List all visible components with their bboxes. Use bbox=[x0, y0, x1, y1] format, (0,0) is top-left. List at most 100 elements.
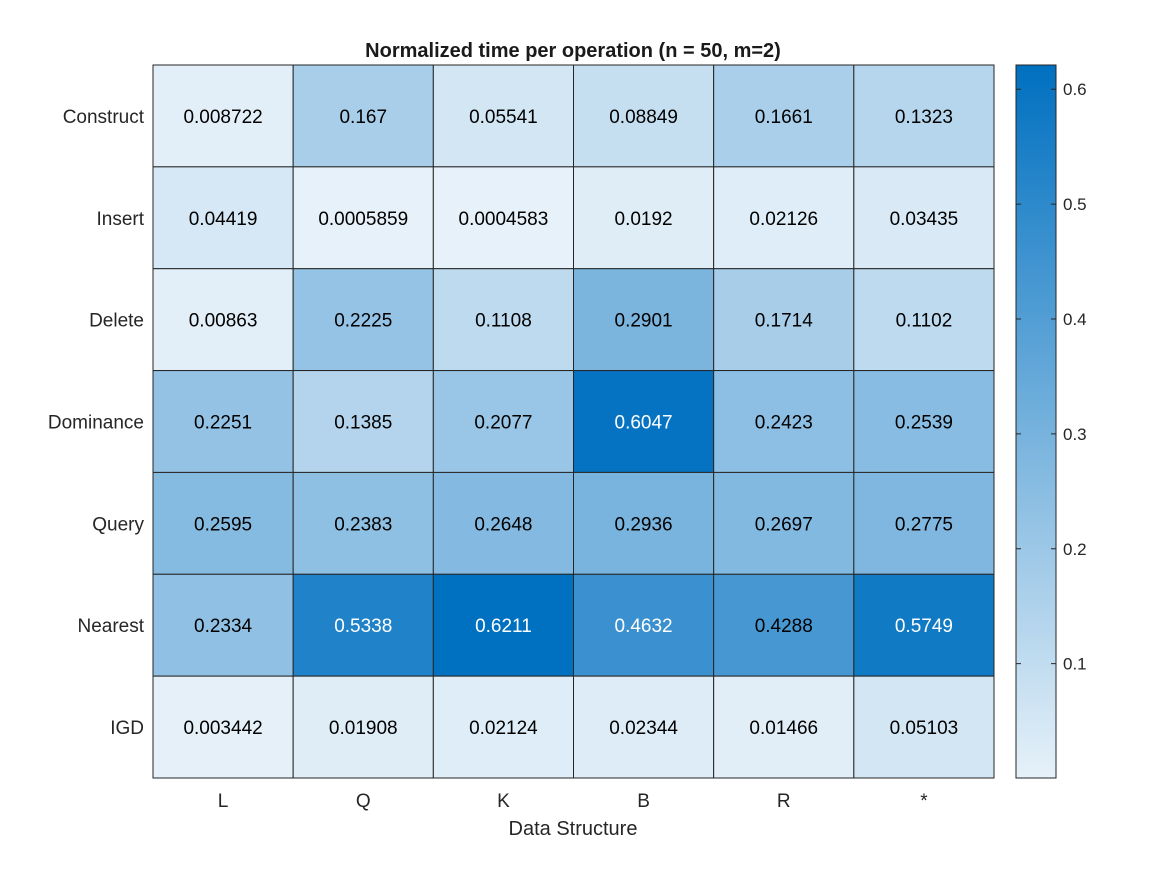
cell-value-label: 0.008722 bbox=[183, 107, 262, 128]
heatmap-cell bbox=[152, 675, 294, 779]
cell-value-label: 0.6211 bbox=[475, 616, 532, 637]
column-label: B bbox=[637, 791, 650, 812]
x-axis-label: Data Structure bbox=[509, 818, 638, 840]
heatmap-cell bbox=[573, 471, 715, 575]
cell-value-label: 0.02124 bbox=[469, 718, 538, 739]
cell-value-label: 0.03435 bbox=[890, 209, 959, 230]
heatmap-cell bbox=[292, 370, 434, 473]
cell-value-label: 0.05103 bbox=[890, 718, 959, 739]
heatmap-cell bbox=[713, 370, 855, 473]
heatmap-cell bbox=[432, 471, 575, 575]
heatmap-cell bbox=[152, 370, 294, 473]
colorbar-tick-label: 0.6 bbox=[1063, 80, 1087, 99]
heatmap-cell bbox=[713, 573, 855, 677]
heatmap-cell bbox=[292, 64, 434, 168]
cell-value-label: 0.167 bbox=[339, 107, 387, 128]
heatmap-cell bbox=[853, 471, 995, 575]
cell-value-label: 0.1108 bbox=[475, 311, 532, 332]
heatmap-cell bbox=[432, 370, 575, 473]
cell-value-label: 0.1102 bbox=[896, 311, 953, 332]
colorbar-tick-label: 0.2 bbox=[1063, 540, 1087, 559]
colorbar-tick-label: 0.4 bbox=[1063, 310, 1087, 329]
colorbar-tick-label: 0.1 bbox=[1063, 655, 1087, 674]
cell-value-label: 0.00863 bbox=[189, 311, 258, 332]
cell-value-label: 0.2251 bbox=[194, 413, 252, 434]
cell-value-label: 0.2077 bbox=[474, 413, 532, 434]
row-label: Insert bbox=[96, 209, 144, 230]
cell-value-label: 0.2697 bbox=[755, 514, 813, 535]
cell-value-label: 0.01466 bbox=[749, 718, 818, 739]
cell-value-label: 0.02344 bbox=[609, 718, 678, 739]
heatmap-cell bbox=[573, 268, 715, 372]
column-label: * bbox=[920, 791, 928, 812]
row-label: Query bbox=[92, 514, 144, 535]
row-label: Nearest bbox=[77, 616, 144, 637]
cell-value-label: 0.2936 bbox=[615, 514, 673, 535]
heatmap-cell bbox=[152, 268, 294, 372]
cell-value-label: 0.2225 bbox=[334, 311, 392, 332]
cell-value-label: 0.04419 bbox=[189, 209, 258, 230]
cell-value-label: 0.2423 bbox=[755, 413, 813, 434]
row-label: Dominance bbox=[48, 413, 144, 434]
column-label: R bbox=[777, 791, 791, 812]
column-label: K bbox=[497, 791, 510, 812]
cell-value-label: 0.0004583 bbox=[459, 209, 549, 230]
cell-value-label: 0.003442 bbox=[183, 718, 262, 739]
heatmap-cell bbox=[713, 471, 855, 575]
heatmap-cell bbox=[853, 573, 995, 677]
heatmap-cell bbox=[292, 166, 434, 270]
chart-title: Normalized time per operation (n = 50, m… bbox=[365, 40, 781, 62]
heatmap-cell bbox=[573, 166, 715, 270]
heatmap-cell bbox=[573, 370, 715, 473]
heatmap-cell bbox=[573, 64, 715, 168]
cell-value-label: 0.1385 bbox=[334, 413, 392, 434]
row-label: IGD bbox=[110, 718, 144, 739]
colorbar-tick-label: 0.3 bbox=[1063, 425, 1087, 444]
cell-value-label: 0.05541 bbox=[469, 107, 538, 128]
heatmap-cell bbox=[152, 471, 294, 575]
heatmap-cell bbox=[573, 675, 715, 779]
cell-value-label: 0.0192 bbox=[615, 209, 673, 230]
colorbar-tick-label: 0.5 bbox=[1063, 195, 1087, 214]
cell-value-label: 0.2334 bbox=[194, 616, 253, 637]
heatmap-cell bbox=[853, 675, 995, 779]
cell-value-label: 0.02126 bbox=[749, 209, 818, 230]
cell-value-label: 0.2595 bbox=[194, 514, 252, 535]
cell-value-label: 0.5338 bbox=[334, 616, 392, 637]
heatmap-cell bbox=[713, 268, 855, 372]
cell-value-label: 0.5749 bbox=[895, 616, 953, 637]
cell-value-label: 0.0005859 bbox=[318, 209, 408, 230]
cell-value-label: 0.2383 bbox=[334, 514, 392, 535]
heatmap-cell bbox=[713, 675, 855, 779]
cell-value-label: 0.2901 bbox=[615, 311, 673, 332]
heatmap-cell bbox=[432, 268, 575, 372]
cell-value-label: 0.2648 bbox=[474, 514, 532, 535]
row-label: Delete bbox=[89, 311, 144, 332]
column-label: Q bbox=[356, 791, 371, 812]
column-labels: L Q K B R * bbox=[218, 791, 928, 812]
heatmap-cell bbox=[853, 268, 995, 372]
row-label: Construct bbox=[63, 107, 145, 128]
heatmap-cell bbox=[152, 573, 294, 677]
cell-value-label: 0.4632 bbox=[615, 616, 673, 637]
heatmap-cell bbox=[853, 64, 995, 168]
row-labels: Construct Insert Delete Dominance Query Neare… bbox=[48, 107, 145, 739]
cell-value-label: 0.08849 bbox=[609, 107, 678, 128]
heatmap-cell bbox=[432, 64, 575, 168]
heatmap-cell bbox=[292, 268, 434, 372]
cell-value-label: 0.2775 bbox=[895, 514, 953, 535]
cell-value-label: 0.1323 bbox=[895, 107, 953, 128]
cell-value-label: 0.4288 bbox=[755, 616, 813, 637]
heatmap-cell bbox=[292, 675, 434, 779]
cell-value-label: 0.6047 bbox=[615, 413, 673, 434]
heatmap-cell bbox=[432, 675, 575, 779]
heatmap-cell bbox=[853, 166, 995, 270]
heatmap-cells: 0.008722 0.167 0.05541 0.08849 0.1661 0.1323 0… bbox=[152, 64, 995, 779]
heatmap-cell bbox=[853, 370, 995, 473]
cell-value-label: 0.1661 bbox=[755, 107, 813, 128]
cell-value-label: 0.01908 bbox=[329, 718, 398, 739]
colorbar: 0.1 0.2 0.3 0.4 0.5 0.6 bbox=[1015, 64, 1087, 779]
cell-value-label: 0.1714 bbox=[755, 311, 814, 332]
heatmap-cell bbox=[152, 64, 294, 168]
